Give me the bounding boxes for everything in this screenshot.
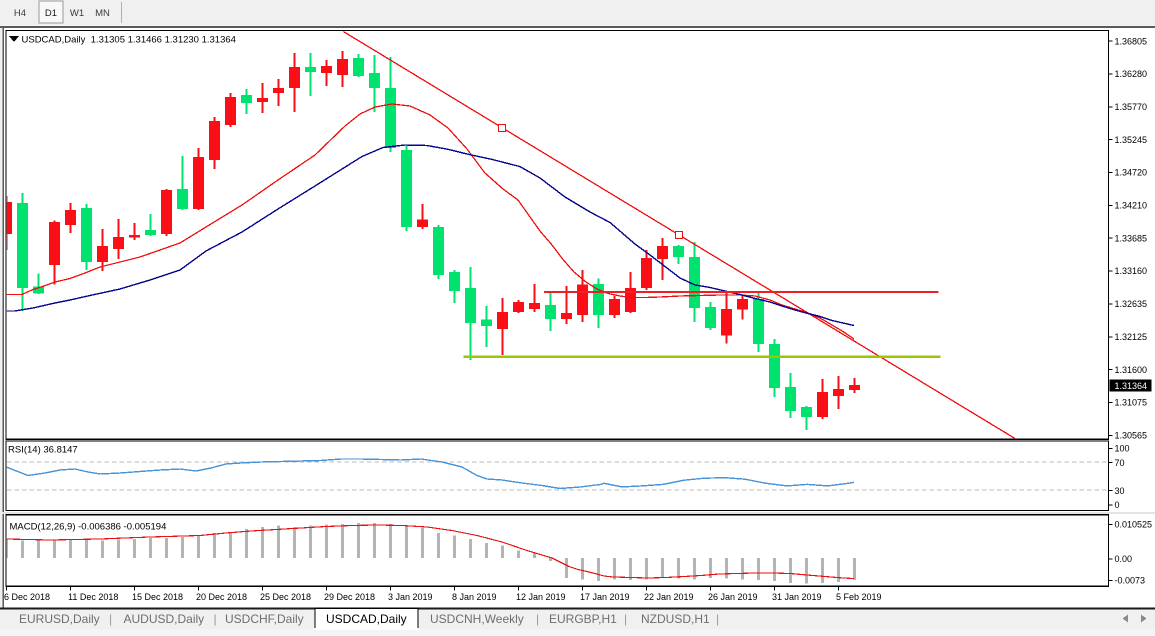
svg-text:0.00: 0.00 [1115,554,1133,564]
svg-text:1.36805: 1.36805 [1115,36,1148,46]
svg-text:1.30565: 1.30565 [1115,431,1148,441]
svg-text:|: | [214,612,217,626]
svg-text:1.36280: 1.36280 [1115,69,1148,79]
svg-text:100: 100 [1115,444,1130,454]
svg-text:1.31600: 1.31600 [1115,365,1148,375]
svg-text:1.31364: 1.31364 [1115,381,1148,391]
svg-text:17 Jan 2019: 17 Jan 2019 [580,592,630,602]
svg-text:1.35245: 1.35245 [1115,135,1148,145]
svg-text:MN: MN [95,8,110,19]
svg-text:8 Jan 2019: 8 Jan 2019 [452,592,497,602]
svg-text:USDCAD,Daily 1.31305 1.31466: USDCAD,Daily 1.31305 1.31466 1.31230 1.3… [22,35,236,46]
svg-text:USDCHF,Daily: USDCHF,Daily [225,612,304,626]
svg-text:30: 30 [1115,486,1125,496]
svg-text:D1: D1 [45,8,57,19]
svg-text:0: 0 [1115,500,1120,510]
svg-text:1.34720: 1.34720 [1115,168,1148,178]
svg-text:W1: W1 [70,8,84,19]
svg-text:H4: H4 [14,8,26,19]
svg-text:12 Jan 2019: 12 Jan 2019 [516,592,566,602]
svg-text:29 Dec 2018: 29 Dec 2018 [324,592,375,602]
svg-text:5 Feb 2019: 5 Feb 2019 [836,592,882,602]
svg-text:22 Jan 2019: 22 Jan 2019 [644,592,694,602]
svg-text:MACD(12,26,9) -0.006386 -0.005: MACD(12,26,9) -0.006386 -0.005194 [10,522,167,533]
svg-text:USDCNH,Weekly: USDCNH,Weekly [430,612,524,626]
svg-text:3 Jan 2019: 3 Jan 2019 [388,592,433,602]
svg-text:1.31075: 1.31075 [1115,398,1148,408]
svg-text:|: | [536,612,539,626]
svg-text:1.34210: 1.34210 [1115,201,1148,211]
svg-text:26 Jan 2019: 26 Jan 2019 [708,592,758,602]
svg-text:11 Dec 2018: 11 Dec 2018 [68,592,118,602]
svg-text:6 Dec 2018: 6 Dec 2018 [4,592,50,602]
svg-text:1.32125: 1.32125 [1115,332,1148,342]
svg-text:0.010525: 0.010525 [1115,520,1153,530]
svg-text:NZDUSD,H1: NZDUSD,H1 [641,612,710,626]
svg-text:31 Jan 2019: 31 Jan 2019 [772,592,822,602]
svg-text:20 Dec 2018: 20 Dec 2018 [196,592,247,602]
svg-text:EURUSD,Daily: EURUSD,Daily [19,612,100,626]
svg-text:RSI(14) 36.8147: RSI(14) 36.8147 [8,445,78,456]
svg-text:25 Dec 2018: 25 Dec 2018 [260,592,311,602]
svg-text:1.33160: 1.33160 [1115,266,1148,276]
svg-text:1.35770: 1.35770 [1115,102,1148,112]
svg-text:|: | [716,612,719,626]
svg-text:EURGBP,H1: EURGBP,H1 [549,612,617,626]
svg-text:15 Dec 2018: 15 Dec 2018 [132,592,183,602]
svg-text:70: 70 [1115,458,1125,468]
svg-text:1.33685: 1.33685 [1115,233,1148,243]
svg-text:|: | [624,612,627,626]
svg-text:USDCAD,Daily: USDCAD,Daily [326,612,407,626]
svg-text:1.32635: 1.32635 [1115,299,1148,309]
svg-text:|: | [109,612,112,626]
svg-text:AUDUSD,Daily: AUDUSD,Daily [124,612,205,626]
svg-text:-0.0073: -0.0073 [1115,576,1146,586]
